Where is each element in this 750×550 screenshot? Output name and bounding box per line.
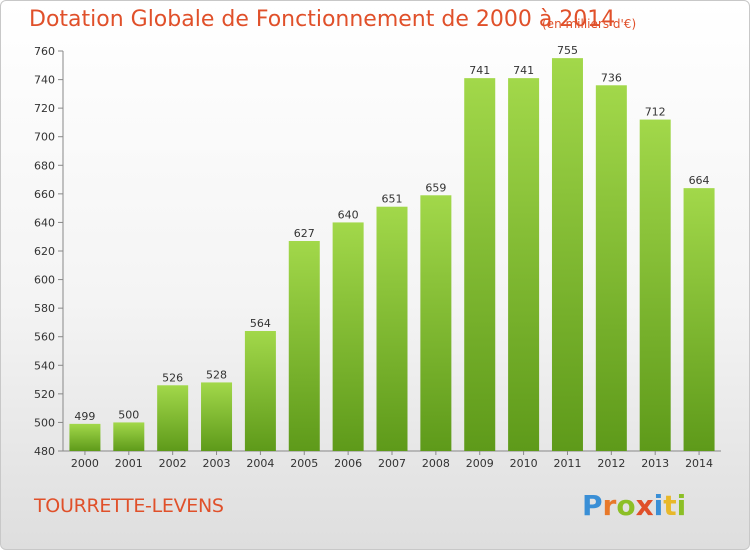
logo-letter: o	[616, 489, 636, 522]
bar	[157, 385, 189, 451]
x-tick-label: 2001	[115, 457, 143, 470]
y-tick-label: 680	[34, 159, 55, 172]
x-tick-label: 2013	[641, 457, 669, 470]
y-tick-label: 640	[34, 216, 55, 229]
commune-name: TOURRETTE-LEVENS	[34, 495, 224, 517]
bar	[683, 188, 715, 451]
y-tick-label: 760	[34, 45, 55, 58]
logo-letter: x	[635, 489, 654, 522]
x-tick-label: 2004	[246, 457, 274, 470]
logo-letter: i	[653, 489, 664, 522]
data-label: 627	[294, 227, 315, 240]
y-tick-label: 580	[34, 302, 55, 315]
data-label: 500	[118, 408, 139, 421]
chart-title: Dotation Globale de Fonctionnement de 20…	[29, 7, 616, 32]
y-tick-label: 700	[34, 131, 55, 144]
data-label: 526	[162, 371, 183, 384]
y-tick-label: 740	[34, 74, 55, 87]
y-tick-label: 540	[34, 359, 55, 372]
bar	[639, 119, 671, 452]
bar	[69, 423, 101, 451]
data-label: 664	[689, 174, 710, 187]
y-tick-label: 480	[34, 445, 55, 458]
x-tick-label: 2014	[685, 457, 713, 470]
bar	[288, 241, 320, 451]
bar	[595, 85, 627, 452]
bar	[113, 422, 145, 451]
y-tick-label: 500	[34, 416, 55, 429]
logo-letter: P	[582, 489, 603, 522]
y-tick-label: 620	[34, 245, 55, 258]
data-label: 564	[250, 317, 271, 330]
y-tick-label: 520	[34, 388, 55, 401]
logo-letter: r	[602, 489, 617, 522]
x-tick-label: 2012	[597, 457, 625, 470]
y-tick-label: 560	[34, 331, 55, 344]
bar	[464, 78, 496, 452]
data-label: 755	[557, 44, 578, 57]
bar	[201, 382, 233, 451]
bar	[376, 206, 408, 451]
y-tick-label: 600	[34, 274, 55, 287]
x-tick-label: 2003	[203, 457, 231, 470]
x-tick-label: 2000	[71, 457, 99, 470]
data-label: 651	[382, 193, 403, 206]
bar	[420, 195, 452, 451]
logo-letter: t	[663, 489, 677, 522]
data-label: 712	[645, 106, 666, 119]
bar	[508, 78, 540, 452]
bar	[244, 331, 276, 451]
bar	[332, 222, 364, 451]
proxiti-logo: Proxiti	[582, 489, 686, 522]
data-label: 736	[601, 71, 622, 84]
x-tick-label: 2005	[290, 457, 318, 470]
x-tick-label: 2008	[422, 457, 450, 470]
x-tick-label: 2009	[466, 457, 494, 470]
data-label: 741	[513, 64, 534, 77]
chart-subtitle: (en milliers d'€)	[542, 17, 637, 31]
data-label: 659	[425, 181, 446, 194]
x-tick-label: 2006	[334, 457, 362, 470]
logo-letter: i	[676, 489, 687, 522]
data-label: 499	[74, 410, 95, 423]
x-tick-label: 2007	[378, 457, 406, 470]
x-tick-label: 2002	[159, 457, 187, 470]
data-label: 741	[469, 64, 490, 77]
data-label: 528	[206, 368, 227, 381]
y-tick-label: 660	[34, 188, 55, 201]
y-tick-label: 720	[34, 102, 55, 115]
data-label: 640	[338, 208, 359, 221]
bar	[551, 58, 583, 452]
x-tick-label: 2011	[553, 457, 581, 470]
x-tick-label: 2010	[510, 457, 538, 470]
